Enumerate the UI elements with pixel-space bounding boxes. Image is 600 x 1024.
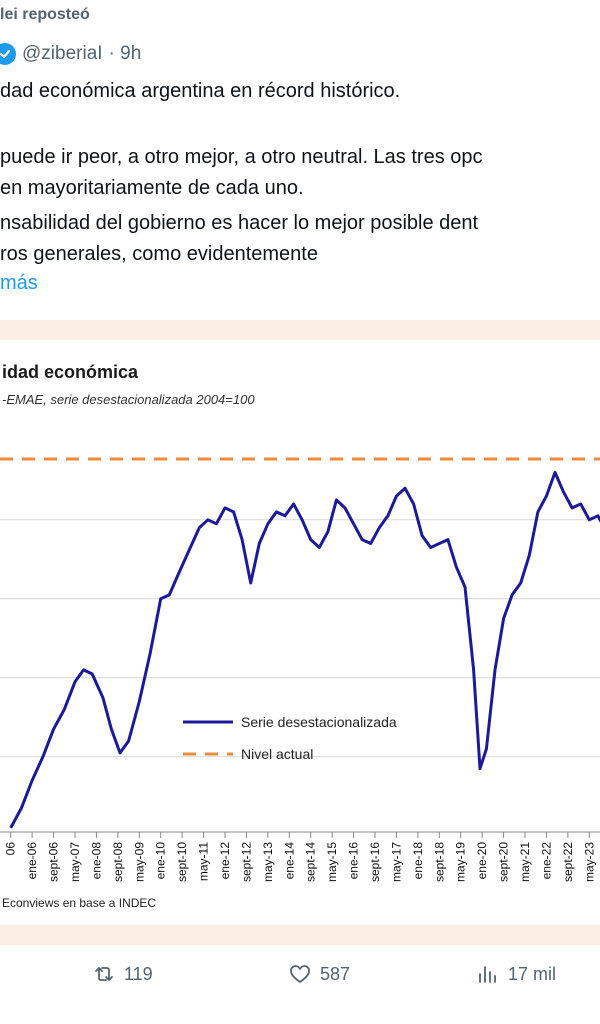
views-button[interactable]: 17 mil — [476, 962, 556, 986]
x-tick-label-6: may-09 — [132, 842, 146, 882]
tweet-text-line-3: en mayoritariamente de cada uno. — [0, 177, 304, 199]
x-tick-label-13: ene-14 — [282, 842, 296, 880]
author-handle[interactable]: @ziberiaI — [22, 43, 103, 64]
x-tick-label-15: may-15 — [325, 842, 339, 882]
x-tick-label-27: may-23 — [582, 842, 596, 882]
x-tick-label-25: ene-22 — [539, 842, 553, 880]
chart-subtitle: -EMAE, serie desestacionalizada 2004=100 — [2, 392, 255, 407]
x-tick-label-7: ene-10 — [154, 842, 168, 880]
tweet-media-card[interactable]: idad económica -EMAE, serie desestacional… — [0, 320, 600, 945]
x-tick-label-8: sept-10 — [175, 842, 189, 882]
tweet-text-line-4: nsabilidad del gobierno es hacer lo mejo… — [0, 212, 479, 234]
chart-image[interactable]: idad económica -EMAE, serie desestacional… — [0, 340, 600, 925]
x-tick-label-1: ene-06 — [25, 842, 39, 880]
x-tick-label-26: sept-22 — [561, 842, 575, 882]
tweet-timestamp[interactable]: · 9h — [108, 43, 142, 64]
tweet-text-line-5: ros generales, como evidentemente — [0, 243, 318, 265]
heart-icon — [290, 965, 310, 983]
tweet-author-row: @ziberiaI · 9h — [0, 42, 141, 66]
chart-title: idad económica — [2, 362, 139, 382]
tweet-text-line-1: dad económica argentina en récord histór… — [0, 80, 401, 102]
x-tick-label-14: sept-14 — [304, 842, 318, 882]
x-tick-label-12: may-13 — [261, 842, 275, 882]
x-tick-label-24: may-21 — [518, 842, 532, 882]
chart-legend: Serie desestacionalizada Nivel actual — [183, 714, 397, 762]
x-tick-label-10: ene-12 — [218, 842, 232, 880]
x-tick-label-0: 06 — [4, 842, 18, 856]
x-tick-label-18: may-17 — [389, 842, 403, 882]
series-line-desestacionalizada — [9, 470, 600, 829]
x-tick-label-9: may-11 — [197, 842, 211, 881]
chart-source: Econviews en base a INDEC — [2, 896, 156, 910]
x-tick-label-3: may-07 — [68, 842, 82, 882]
view-count: 17 mil — [508, 963, 557, 984]
x-tick-label-4: ene-08 — [89, 842, 103, 880]
x-tick-label-5: sept-08 — [111, 842, 125, 882]
x-tick-label-16: ene-16 — [347, 842, 361, 880]
retweet-icon — [95, 967, 113, 981]
legend-label-reference: Nivel actual — [241, 746, 313, 762]
retweet-button[interactable]: 119 — [92, 962, 153, 986]
x-tick-label-23: sept-20 — [497, 842, 511, 882]
like-button[interactable]: 587 — [288, 962, 350, 986]
like-count: 587 — [320, 963, 351, 984]
x-tick-label-17: sept-16 — [368, 842, 382, 882]
analytics-bars-icon — [479, 966, 496, 983]
show-more-link[interactable]: más — [0, 272, 38, 294]
x-tick-label-19: ene-18 — [411, 842, 425, 880]
x-tick-label-21: may-19 — [454, 842, 468, 882]
emae-line-chart: idad económica -EMAE, serie desestacional… — [0, 362, 600, 910]
verified-badge-icon — [0, 43, 16, 65]
tweet-action-bar: 119 587 17 mil — [0, 962, 600, 998]
tweet-text-line-2: puede ir peor, a otro mejor, a otro neut… — [0, 146, 483, 168]
x-tick-label-20: sept-18 — [432, 842, 446, 882]
legend-label-series: Serie desestacionalizada — [241, 714, 397, 730]
x-tick-label-11: sept-12 — [239, 842, 253, 882]
x-tick-label-2: sept-06 — [47, 842, 61, 882]
x-tick-label-22: ene-20 — [475, 842, 489, 880]
retweet-count: 119 — [124, 963, 153, 984]
repost-label[interactable]: lei reposteó — [0, 6, 90, 23]
